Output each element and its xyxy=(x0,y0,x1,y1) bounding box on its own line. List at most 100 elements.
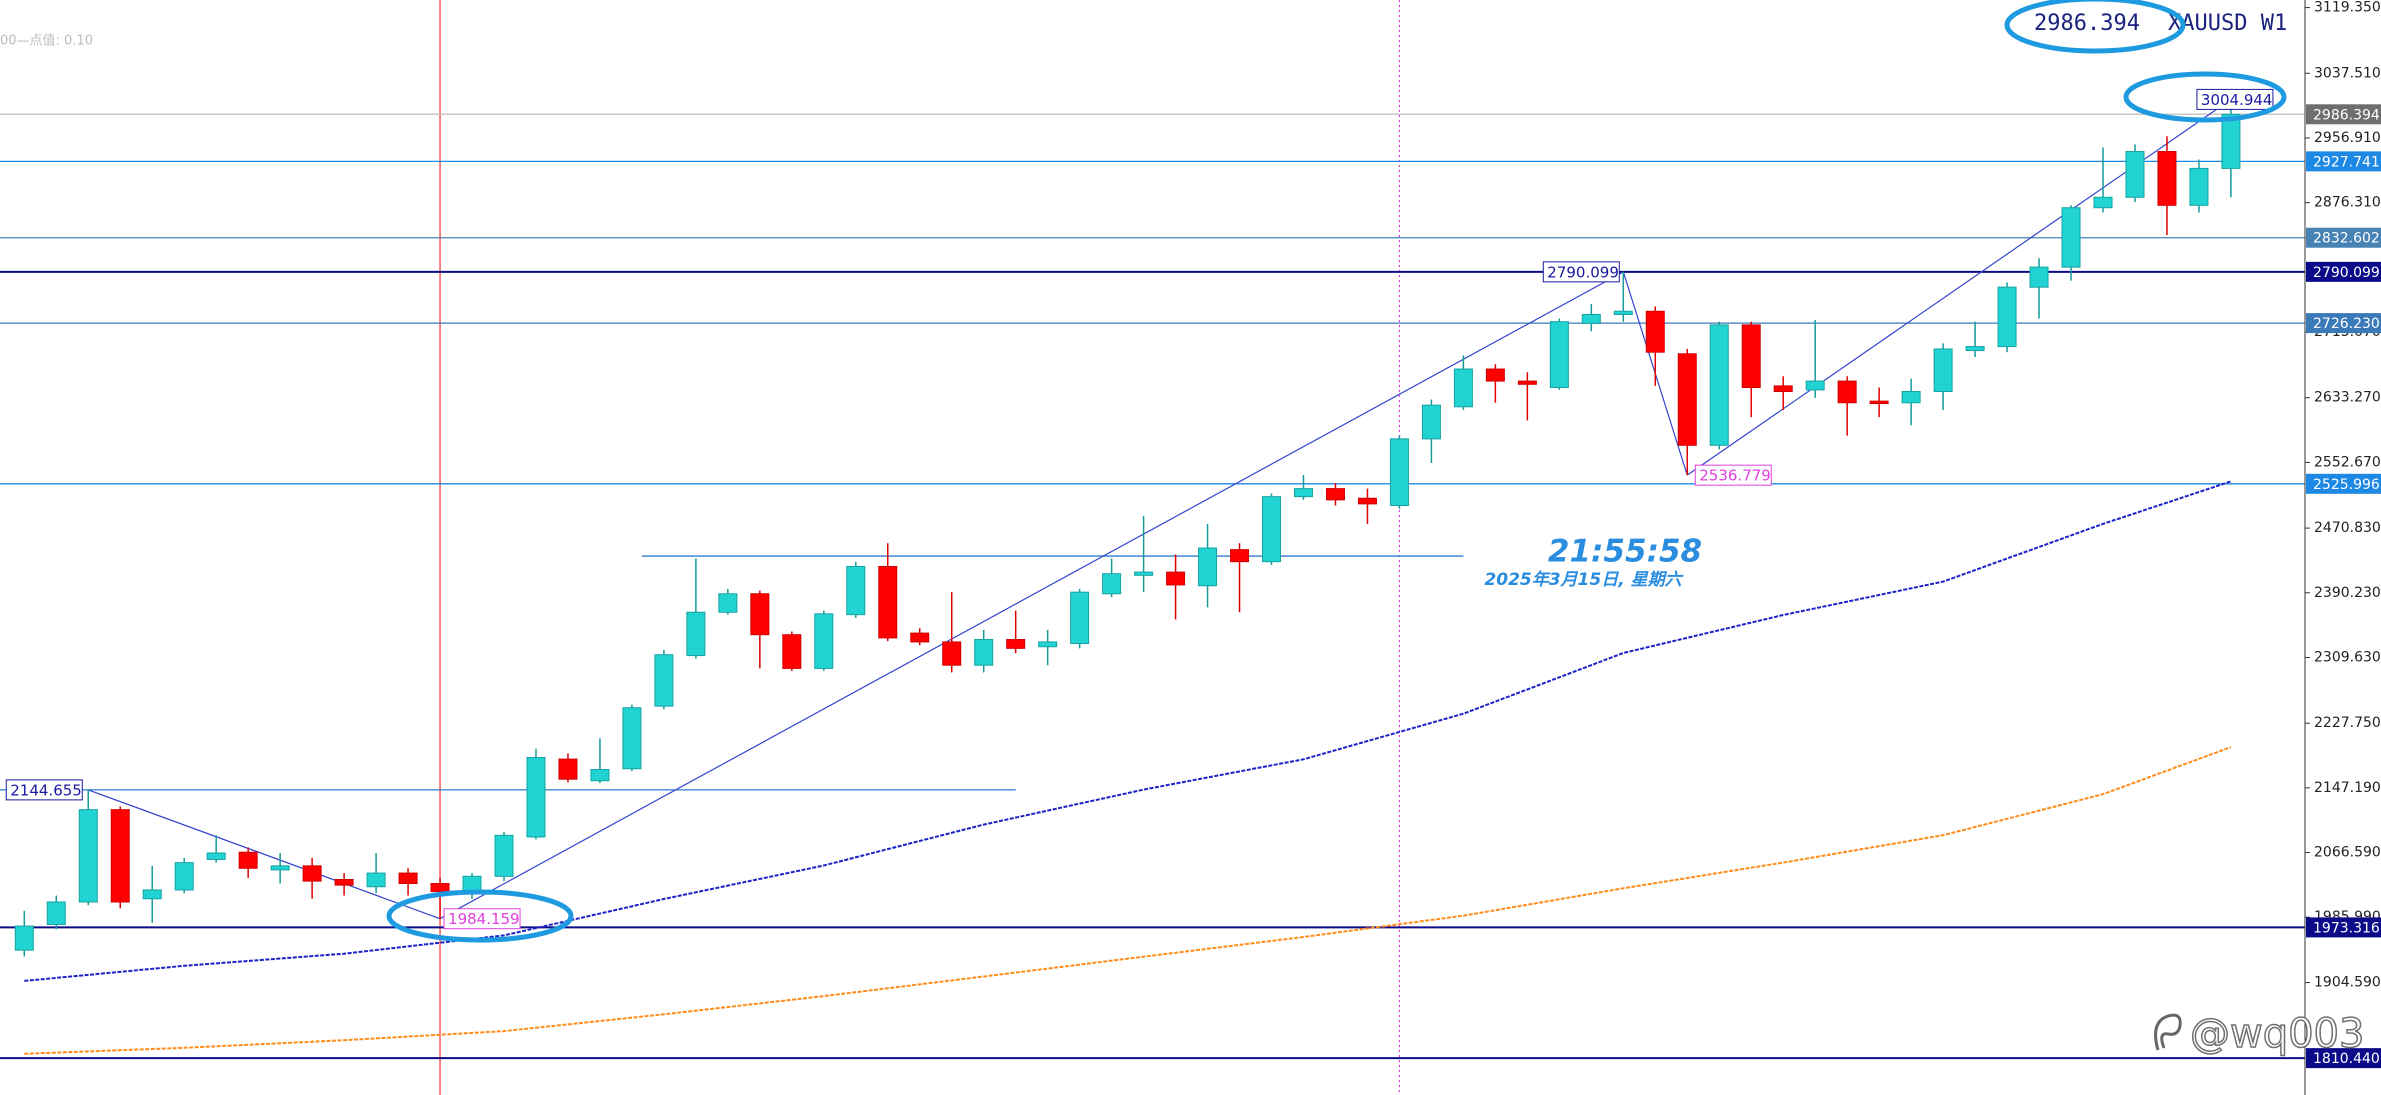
candle-body xyxy=(1549,321,1569,388)
candle-body xyxy=(1325,488,1345,501)
y-tick-label: 2227.750 xyxy=(2314,715,2381,731)
highlight-ellipse xyxy=(2004,0,2186,54)
pivot-label-box xyxy=(1694,464,1772,486)
price-tag-label: 2790.099 xyxy=(2313,265,2380,281)
candle-body xyxy=(1134,571,1154,576)
candle-body xyxy=(1901,391,1921,404)
candle-body xyxy=(270,865,290,871)
pivot-label-box xyxy=(2196,88,2274,110)
y-tick-label: 2390.230 xyxy=(2314,585,2381,601)
candle-body xyxy=(238,851,258,869)
y-tick-label: 2956.910 xyxy=(2314,130,2381,146)
overlay-layer: 2144.655 1984.159 2790.099 2536.779 3004.944 xyxy=(5,71,2287,943)
logo xyxy=(2154,1013,2182,1051)
candle-body xyxy=(1070,591,1090,645)
candle-body xyxy=(1198,547,1218,587)
price-tag xyxy=(2306,151,2381,172)
y-tick-label: 2066.590 xyxy=(2314,845,2381,861)
candle-body xyxy=(462,875,482,893)
candle-body xyxy=(878,565,898,639)
candle-body xyxy=(1102,573,1122,595)
moving-average xyxy=(24,746,2232,1055)
price-tag-label: 1810.440 xyxy=(2313,1051,2380,1067)
price-tag xyxy=(2306,1048,2381,1069)
candle-body xyxy=(558,758,578,780)
candle-body xyxy=(942,641,962,666)
candle-body xyxy=(2061,207,2081,268)
pivot-label: 2144.655 xyxy=(10,781,82,799)
candle-body xyxy=(846,565,866,616)
y-tick-label: 3119.350 xyxy=(2314,0,2381,16)
y-tick-label: 1904.590 xyxy=(2314,975,2381,991)
y-tick-label: 2147.190 xyxy=(2314,780,2381,796)
pivot-label-box xyxy=(443,908,521,930)
candle-body xyxy=(1166,571,1186,586)
candle-body xyxy=(1677,353,1697,446)
price-tag xyxy=(2306,917,2381,938)
candle-body xyxy=(2093,196,2113,209)
clock: 21:55:58 xyxy=(1548,534,1702,570)
price-tag xyxy=(2306,261,2381,282)
candle-body xyxy=(1294,488,1313,498)
candle-body xyxy=(526,757,546,838)
header-price: 2986.394 xyxy=(2034,11,2140,36)
candle-body xyxy=(1421,404,1441,440)
price-tag-label: 2986.394 xyxy=(2313,107,2380,123)
candle-body xyxy=(2157,151,2177,206)
lines-layer xyxy=(0,0,2305,1095)
candle-body xyxy=(174,862,194,891)
candle-body xyxy=(2221,113,2241,169)
candles-layer xyxy=(14,99,2241,957)
price-tag xyxy=(2306,473,2381,494)
candle-body xyxy=(686,611,706,657)
candle-body xyxy=(590,769,610,782)
candle-body xyxy=(1645,310,1665,353)
y-tick-label: 2309.630 xyxy=(2314,649,2381,665)
price-tag xyxy=(2306,227,2381,248)
candle-body xyxy=(1485,368,1505,382)
candle-body xyxy=(622,707,642,770)
candle-body xyxy=(718,593,738,613)
candle-body xyxy=(206,852,226,860)
price-tag xyxy=(2306,104,2381,125)
y-tick-label: 2552.670 xyxy=(2314,454,2381,470)
candle-body xyxy=(1581,313,1601,324)
candle-body xyxy=(14,925,34,951)
watermark-logo xyxy=(2154,1013,2182,1051)
price-axis: 3119.3503037.5102956.9102876.3102715.070… xyxy=(2304,0,2381,1095)
candle-body xyxy=(494,834,514,877)
price-tag-label: 2832.602 xyxy=(2313,231,2380,247)
candle-body xyxy=(1613,310,1633,315)
y-tick-label: 3037.510 xyxy=(2314,65,2381,81)
candle-body xyxy=(814,613,834,669)
candle-body xyxy=(1965,346,1985,352)
candle-body xyxy=(366,872,386,888)
candle-body xyxy=(782,634,802,669)
candle-body xyxy=(2029,266,2049,288)
candle-body xyxy=(750,593,770,636)
pivot-label-box xyxy=(1542,261,1620,283)
price-tag-label: 2726.230 xyxy=(2313,316,2380,332)
candle-body xyxy=(1006,639,1026,649)
candle-body xyxy=(1773,385,1793,393)
candle-body xyxy=(302,865,322,882)
candle-body xyxy=(1805,380,1825,391)
candle-body xyxy=(398,872,418,885)
candle-body xyxy=(430,883,450,893)
y-tick-label: 2470.830 xyxy=(2314,520,2381,536)
highlight-ellipse xyxy=(2123,71,2287,123)
date: 2025年3月15日, 星期六 xyxy=(1484,570,1683,590)
candle-body xyxy=(334,878,354,886)
candle-body xyxy=(1741,324,1761,388)
candle-body xyxy=(1453,368,1473,408)
candle-body xyxy=(1230,549,1250,563)
price-tag-label: 2927.741 xyxy=(2313,154,2380,170)
candle-body xyxy=(910,632,930,643)
candle-body xyxy=(1709,324,1729,446)
candle-body xyxy=(1357,497,1377,505)
highlight-ellipse xyxy=(386,889,574,943)
candle-body xyxy=(1038,641,1058,648)
pivot-label: 3004.944 xyxy=(2201,91,2273,109)
pivot-label: 2536.779 xyxy=(1699,467,1771,485)
